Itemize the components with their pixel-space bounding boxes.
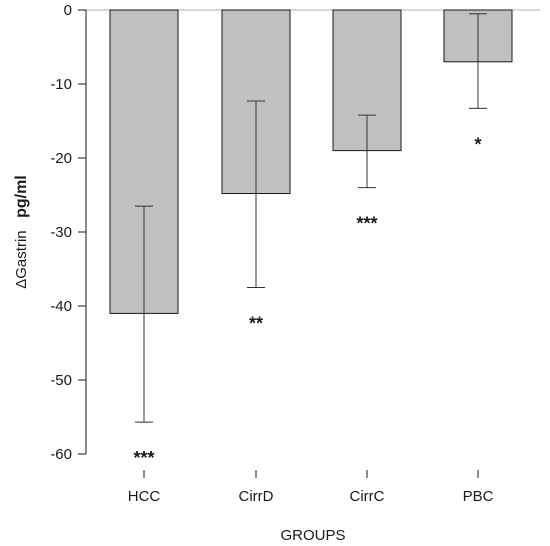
significance-marker: ** (249, 314, 263, 334)
y-tick-label: -10 (50, 76, 72, 93)
x-tick-label: PBC (463, 488, 494, 505)
y-axis-title-quantity: ΔGastrin (13, 230, 30, 288)
bars-layer (109, 9, 513, 314)
y-tick-label: 0 (64, 2, 72, 19)
y-tick-label: -50 (50, 372, 72, 389)
significance-marker: * (474, 134, 481, 154)
y-tick-label: -40 (50, 298, 72, 315)
significance-marker: *** (356, 214, 377, 234)
x-axis-ticks: HCC CirrD CirrC PBC (128, 470, 494, 505)
x-tick-label: HCC (128, 488, 161, 505)
x-tick-label: CirrD (239, 488, 274, 505)
x-axis-title: GROUPS (280, 527, 345, 544)
error-bars-layer (135, 13, 487, 423)
y-tick-label: -60 (50, 446, 72, 463)
x-tick-label: CirrC (350, 488, 385, 505)
y-tick-label: -20 (50, 150, 72, 167)
y-tick-label: -30 (50, 224, 72, 241)
significance-layer: ********* (133, 134, 481, 468)
y-axis-ticks: 0 -10 -20 -30 -40 -50 -60 (50, 2, 86, 463)
y-axis-title: ΔGastrin pg/ml (13, 175, 30, 289)
significance-marker: *** (133, 448, 154, 468)
y-axis-title-unit: pg/ml (13, 175, 30, 218)
